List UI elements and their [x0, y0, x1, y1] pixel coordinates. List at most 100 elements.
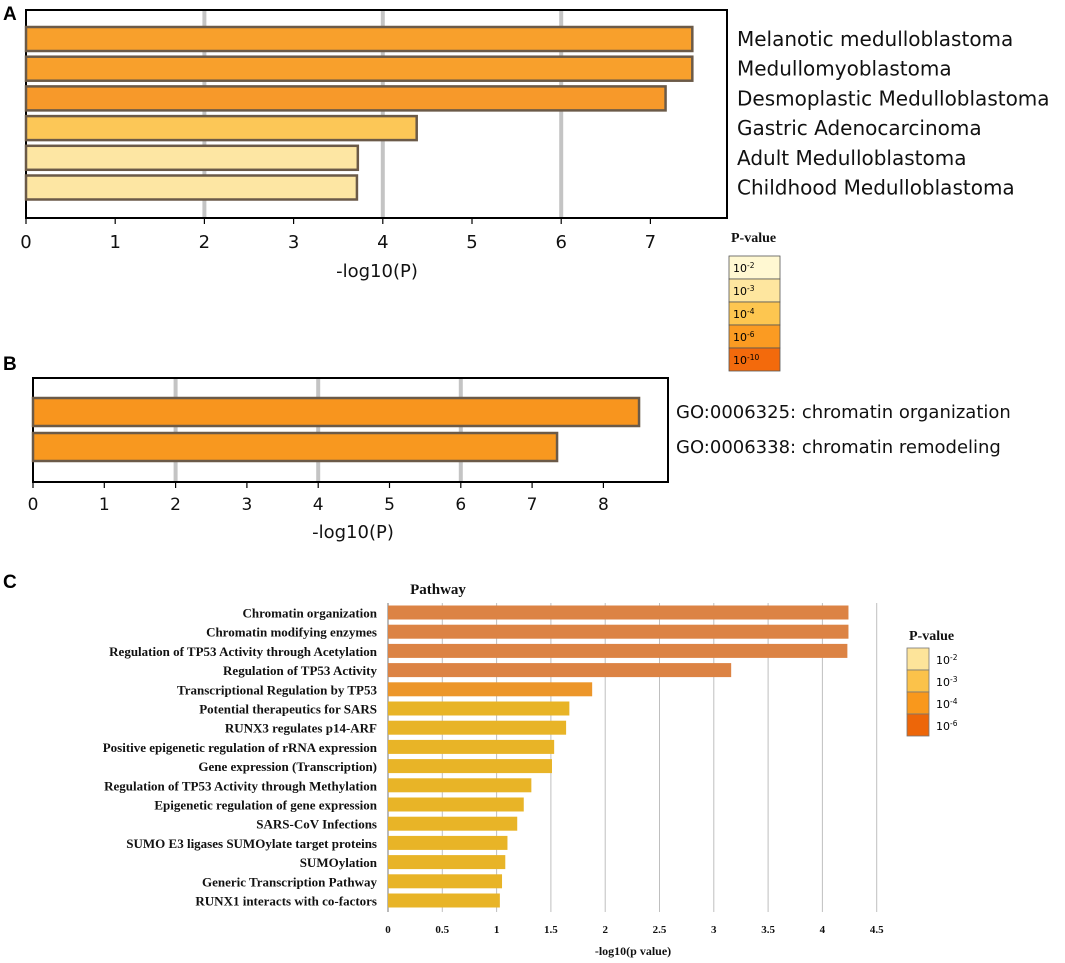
category-label: GO:0006338: chromatin remodeling [676, 437, 1001, 458]
plot-frame [32, 377, 669, 483]
category-label: RUNX1 interacts with co-factors [195, 894, 377, 909]
category-label: Potential therapeutics for SARS [199, 702, 377, 717]
chart-title: Pathway [410, 582, 466, 598]
legend-swatch [906, 669, 930, 693]
x-tick-label: 2 [170, 495, 181, 515]
category-label: RUNX3 regulates p14-ARF [225, 721, 377, 736]
bar [388, 739, 555, 754]
category-label: Chromatin modifying enzymes [206, 625, 377, 640]
x-tick-label: 3 [288, 232, 299, 253]
x-axis-label: -log10(P) [336, 261, 418, 282]
legend-item-label: 10-6 [936, 719, 958, 733]
x-tick-label: 4 [820, 924, 826, 936]
legend-swatch [728, 347, 781, 372]
category-label: Generic Transcription Pathway [202, 874, 378, 889]
category-label: Regulation of TP53 Activity [223, 663, 377, 678]
legend-item-label: 10-2 [936, 653, 957, 667]
panel-label-a: A [3, 4, 17, 25]
legend-title: P-value [731, 231, 776, 246]
x-tick-label: 6 [455, 495, 466, 515]
legend-swatch [906, 713, 930, 737]
legend-a: P-value 10-2 10-3 10-4 10-6 10-10 [728, 231, 781, 372]
x-tick-label: 2.5 [653, 924, 667, 936]
x-tick-label: 1 [99, 495, 110, 515]
x-tick-label: 5 [466, 232, 477, 253]
panel-label-b: B [3, 354, 17, 375]
bar [31, 431, 559, 463]
category-label: Regulation of TP53 Activity through Acet… [109, 644, 378, 659]
x-tick-label: 6 [555, 232, 566, 253]
x-tick-label: 4 [313, 495, 324, 515]
legend-swatch [906, 691, 930, 715]
category-label: Epigenetic regulation of gene expression [154, 798, 377, 813]
x-tick-label: 7 [645, 232, 656, 253]
legend-item-label: 10-3 [936, 675, 958, 689]
x-tick-label: 0 [28, 495, 39, 515]
bar [24, 85, 667, 112]
bar [388, 778, 532, 793]
bar [388, 663, 732, 678]
legend-item-label: 10-4 [733, 307, 755, 321]
category-label: Gastric Adenocarcinoma [737, 116, 982, 140]
bar [388, 643, 848, 658]
category-label: Chromatin organization [243, 606, 378, 621]
x-tick-label: 8 [598, 495, 609, 515]
x-tick-label: 0 [20, 232, 31, 253]
chart-c: Pathway Chromatin organization Chromatin m… [103, 582, 958, 958]
category-label: Adult Medulloblastoma [737, 146, 966, 170]
x-tick-label: 2 [602, 924, 608, 936]
x-tick-label: 3.5 [761, 924, 775, 936]
x-tick-label: 0 [385, 924, 391, 936]
bar [24, 174, 359, 201]
legend-swatch [906, 647, 930, 671]
bar [388, 605, 849, 620]
legend-item-label: 10-10 [733, 353, 759, 367]
bar [388, 893, 500, 908]
plot-frame [25, 9, 728, 219]
bar [388, 816, 518, 831]
bar [388, 701, 570, 716]
x-axis-label: -log10(p value) [595, 944, 671, 958]
bar [31, 396, 641, 428]
x-tick-label: 3 [711, 924, 717, 936]
chart-a: Melanotic medulloblastoma Medullomyoblast… [20, 9, 1050, 372]
legend-title: P-value [909, 629, 954, 644]
category-label: Medullomyoblastoma [737, 57, 952, 81]
category-label: Melanotic medulloblastoma [737, 27, 1013, 51]
legend-c: P-value 10-2 10-3 10-4 10-6 [906, 629, 958, 737]
x-tick-label: 1 [109, 232, 120, 253]
legend-item-label: 10-3 [733, 284, 755, 298]
x-tick-label: 4.5 [870, 924, 884, 936]
category-label: Positive epigenetic regulation of rRNA e… [103, 740, 378, 755]
bar [388, 759, 552, 774]
bar [388, 682, 593, 697]
bar [24, 114, 418, 142]
bar [388, 624, 849, 639]
bar [388, 835, 508, 850]
category-label: Gene expression (Transcription) [198, 759, 377, 774]
category-label: SARS-CoV Infections [256, 817, 377, 832]
x-tick-label: 1.5 [544, 924, 558, 936]
bar [388, 797, 524, 812]
bar [388, 874, 503, 889]
category-label: SUMO E3 ligases SUMOylate target protein… [126, 836, 377, 851]
category-label: Childhood Medulloblastoma [737, 176, 1015, 200]
bar [24, 55, 694, 82]
bar [24, 144, 360, 172]
category-label: SUMOylation [300, 855, 378, 870]
category-label: Desmoplastic Medulloblastoma [737, 86, 1050, 110]
category-label: GO:0006325: chromatin organization [676, 402, 1011, 423]
x-tick-label: 2 [199, 232, 210, 253]
legend-item-label: 10-4 [936, 697, 958, 711]
legend-item-label: 10-2 [733, 261, 754, 275]
x-tick-label: 3 [241, 495, 252, 515]
chart-b: GO:0006325: chromatin organization GO:000… [28, 377, 1011, 543]
x-tick-label: 7 [527, 495, 538, 515]
bar [24, 25, 694, 53]
panel-label-c: C [3, 572, 17, 593]
bar [388, 855, 506, 870]
x-axis-label: -log10(P) [312, 522, 394, 543]
category-label: Regulation of TP53 Activity through Meth… [104, 778, 378, 793]
x-tick-label: 5 [384, 495, 395, 515]
